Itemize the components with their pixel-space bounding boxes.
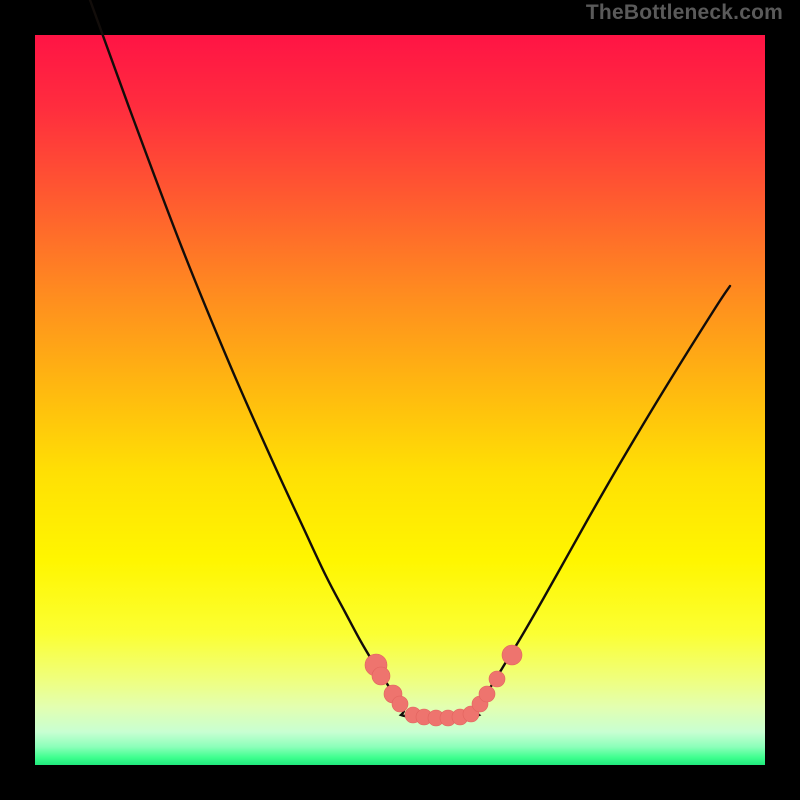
canvas: TheBottleneck.com bbox=[0, 0, 800, 800]
chart-plot-area bbox=[35, 35, 765, 765]
bottleneck-v-curve bbox=[90, 0, 730, 718]
data-marker bbox=[392, 696, 408, 712]
data-marker bbox=[502, 645, 522, 665]
curve-layer bbox=[35, 35, 765, 765]
watermark-text: TheBottleneck.com bbox=[586, 1, 783, 25]
data-marker bbox=[489, 671, 505, 687]
data-marker bbox=[372, 667, 390, 685]
data-marker bbox=[479, 686, 495, 702]
